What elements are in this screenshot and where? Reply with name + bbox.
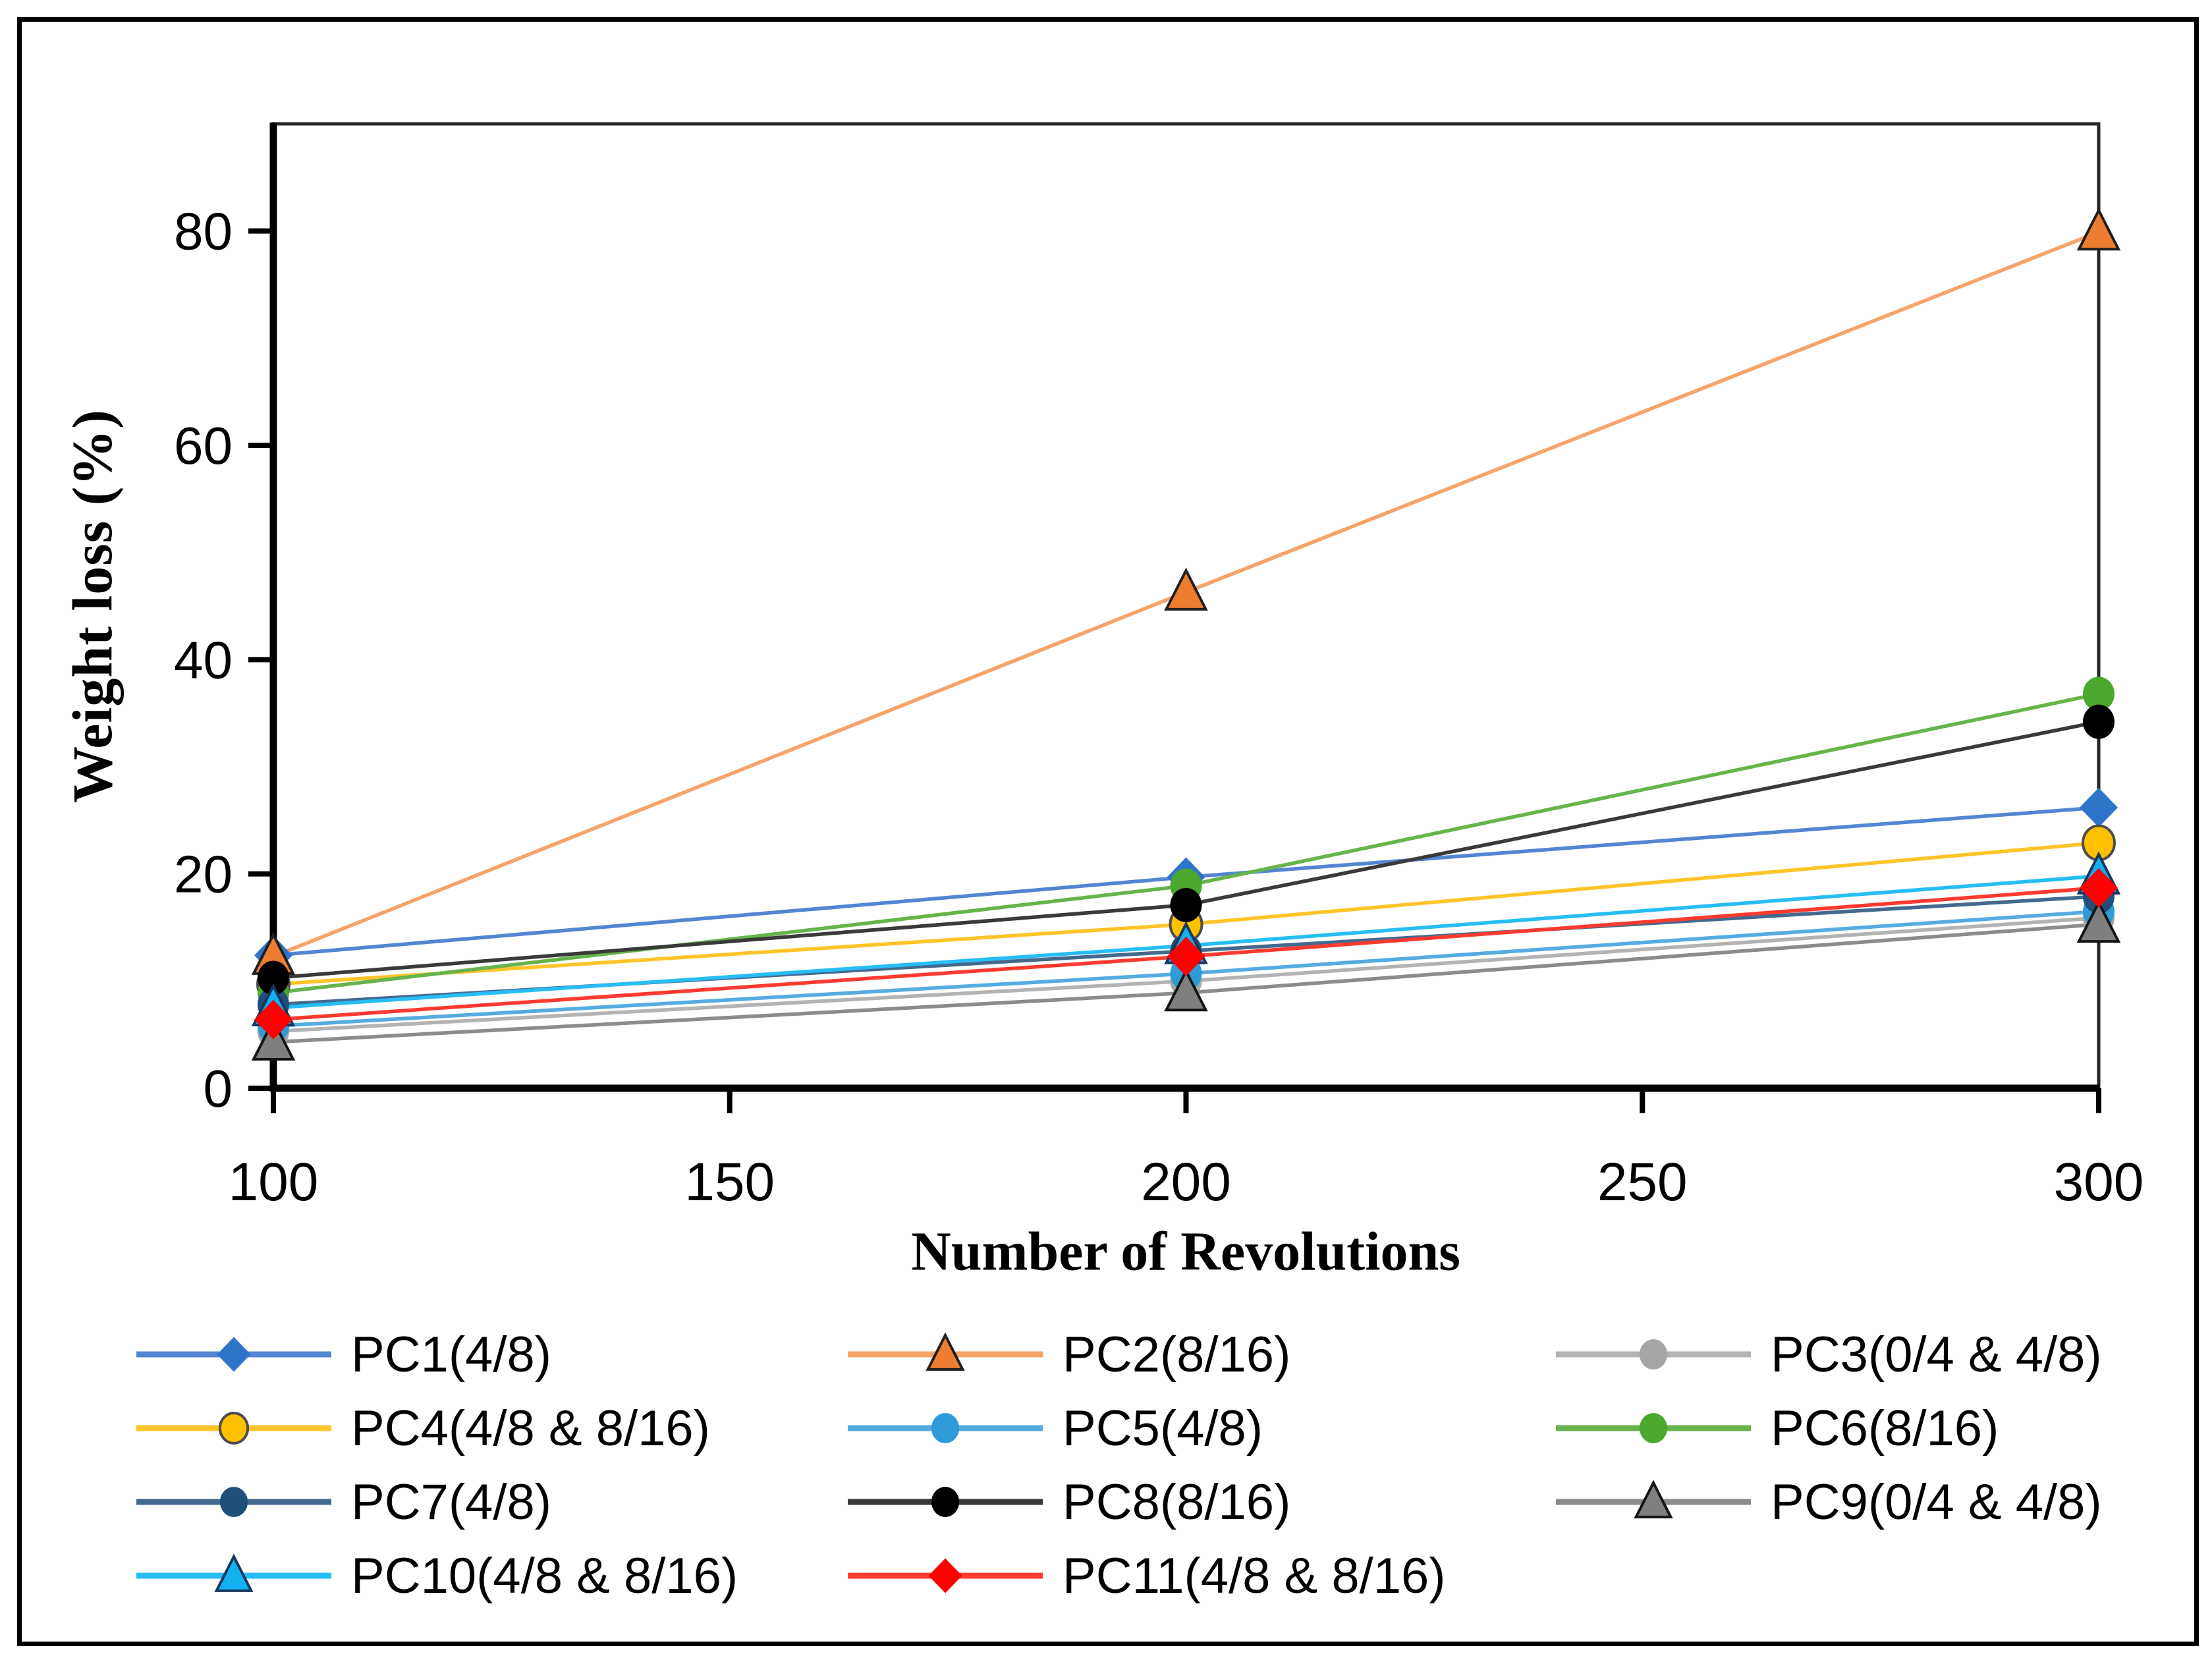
triangle-marker-icon [1164,968,1208,1012]
diamond-marker-icon [217,1337,251,1372]
triangle-marker-icon [251,1017,296,1061]
legend-swatch [136,1553,331,1592]
diamond-marker-icon [1167,936,1205,976]
legend-label: PC5(4/8) [1063,1400,1263,1456]
legend-swatch [1556,1480,1751,1518]
y-tick-label: 0 [204,1059,233,1118]
triangle-marker-icon [2076,899,2121,943]
circle-marker-icon [219,1487,248,1517]
y-tick-label: 80 [174,202,233,261]
legend-swatch [848,1558,1043,1593]
x-tick-label: 300 [2054,1152,2144,1212]
diamond-marker-icon [928,1558,962,1593]
legend-item: PC10(4/8 & 8/16) [135,1543,846,1609]
triangle-marker-icon [2076,207,2121,251]
circle-marker-icon [1639,1339,1668,1370]
x-tick-label: 200 [1141,1152,1231,1212]
x-tick-label: 100 [229,1152,319,1212]
circle-marker-icon [931,1487,960,1517]
y-tick-label: 20 [174,845,233,904]
triangle-marker-icon [926,1332,965,1371]
legend-item: PC3(0/4 & 4/8) [1555,1321,2151,1387]
x-tick-label: 150 [684,1152,775,1212]
diamond-marker-icon [254,999,292,1039]
circle-marker-icon [2083,704,2115,739]
x-tick-label: 250 [1597,1152,1688,1212]
circle-marker-icon [1639,1413,1668,1443]
legend-swatch [136,1337,331,1372]
legend-item: PC1(4/8) [135,1321,846,1387]
legend-swatch [1556,1339,1751,1370]
legend-swatch [848,1487,1043,1517]
y-tick-label: 40 [174,630,233,689]
circle-marker-icon [218,1412,250,1445]
legend-label: PC1(4/8) [351,1326,552,1383]
circle-marker-icon [258,960,289,995]
legend-swatch [136,1487,331,1517]
legend-item: PC5(4/8) [846,1395,1555,1461]
legend-item: PC6(8/16) [1555,1395,2151,1461]
legend-label: PC7(4/8) [351,1474,552,1530]
circle-marker-icon [931,1413,960,1443]
circle-marker-icon [1170,887,1202,922]
legend-item: PC9(0/4 & 4/8) [1555,1469,2151,1535]
legend-item: PC7(4/8) [135,1469,846,1535]
circle-marker-icon [2083,677,2115,711]
legend-item: PC8(8/16) [846,1469,1555,1535]
legend-item: PC4(4/8 & 8/16) [135,1395,846,1461]
legend: PC1(4/8) PC2(8/16) PC3(0/4 & 4/8) PC4(4/8 &… [135,1317,2151,1613]
legend-swatch [848,1332,1043,1371]
legend-label: PC10(4/8 & 8/16) [351,1547,738,1604]
y-axis-title: Weight loss (%) [61,409,124,803]
legend-label: PC6(8/16) [1771,1400,1999,1456]
legend-item: PC2(8/16) [846,1321,1555,1387]
legend-label: PC11(4/8 & 8/16) [1063,1547,1446,1604]
triangle-marker-icon [1164,567,1208,611]
legend-label: PC4(4/8 & 8/16) [351,1400,710,1456]
x-axis-title: Number of Revolutions [911,1221,1460,1283]
legend-item: PC11(4/8 & 8/16) [846,1543,1555,1609]
figure-border [17,17,2199,1646]
legend-swatch [136,1412,331,1445]
legend-label: PC9(0/4 & 4/8) [1771,1474,2102,1530]
triangle-marker-icon [214,1553,254,1592]
legend-label: PC8(8/16) [1063,1474,1291,1530]
y-tick-label: 60 [174,416,233,475]
legend-label: PC2(8/16) [1063,1326,1291,1383]
diamond-marker-icon [2080,868,2118,908]
diamond-marker-icon [2080,787,2118,827]
legend-label: PC3(0/4 & 4/8) [1771,1326,2102,1383]
legend-swatch [848,1413,1043,1443]
triangle-marker-icon [1634,1480,1673,1518]
legend-swatch [1556,1413,1751,1443]
